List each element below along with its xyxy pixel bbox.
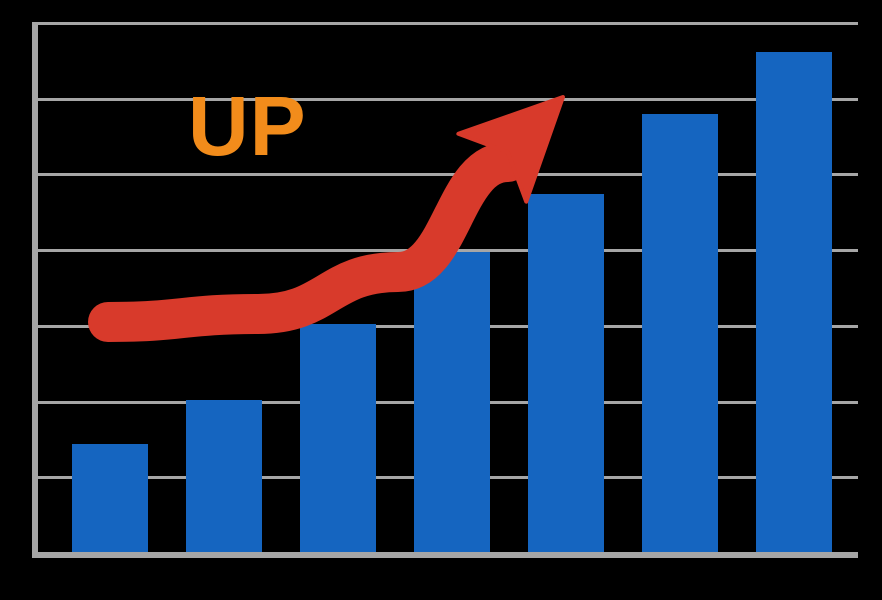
trend-up-arrow-icon — [38, 22, 858, 552]
chart-stage: UP — [0, 0, 882, 600]
y-axis — [32, 22, 38, 558]
x-axis — [32, 552, 858, 558]
chart-up-label: UP — [188, 78, 307, 175]
chart-plot-area: UP — [38, 22, 858, 552]
